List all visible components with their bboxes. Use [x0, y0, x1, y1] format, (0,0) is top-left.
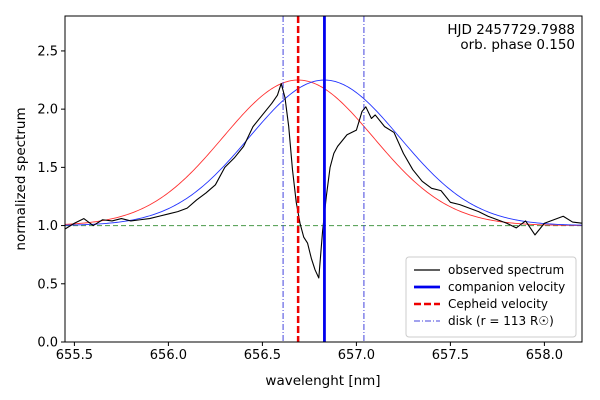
- x-tick-label: 657.5: [432, 348, 469, 363]
- orbital-phase-annotation: orb. phase 0.150: [460, 37, 575, 53]
- legend-label-observed-spectrum: observed spectrum: [448, 263, 564, 277]
- curves-layer: [65, 16, 582, 342]
- x-tick-label: 658.0: [526, 348, 563, 363]
- legend-label-companion-velocity: companion velocity: [448, 280, 565, 294]
- y-tick-label: 1.0: [37, 219, 58, 234]
- x-tick-label: 655.5: [56, 348, 93, 363]
- y-tick-label: 0.5: [37, 277, 58, 292]
- y-tick-label: 2.5: [37, 44, 58, 59]
- observed-spectrum-line: [65, 82, 582, 279]
- hjd-annotation: HJD 2457729.7988: [447, 22, 575, 38]
- ticks-layer: 655.5 656.0 656.5 657.0 657.5 658.0 0.0 0.5 1.0 1…: [37, 44, 563, 363]
- y-tick-label: 2.0: [37, 103, 58, 118]
- legend: observed spectrum companion velocity Cep…: [405, 256, 577, 338]
- legend-label-disk: disk (r = 113 R☉): [448, 314, 554, 328]
- y-tick-label: 1.5: [37, 161, 58, 176]
- x-tick-label: 656.5: [244, 348, 281, 363]
- x-tick-label: 657.0: [338, 348, 375, 363]
- x-tick-label: 656.0: [150, 348, 187, 363]
- plot-frame: [64, 15, 583, 343]
- y-axis-label: normalized spectrum: [13, 107, 29, 250]
- x-axis-label: wavelenght [nm]: [265, 373, 380, 389]
- y-tick-label: 0.0: [37, 336, 58, 351]
- legend-box: [405, 256, 577, 338]
- legend-label-cepheid-velocity: Cepheid velocity: [448, 297, 548, 311]
